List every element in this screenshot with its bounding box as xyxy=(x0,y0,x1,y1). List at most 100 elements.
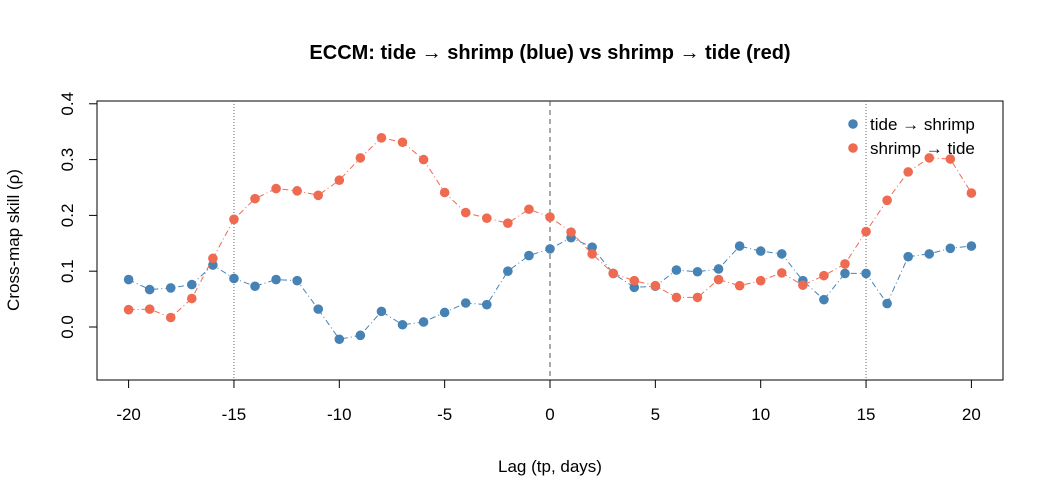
data-point xyxy=(861,268,871,279)
data-point xyxy=(755,275,766,286)
data-point xyxy=(481,213,492,223)
data-point xyxy=(545,212,555,222)
x-tick-label: -10 xyxy=(327,405,352,424)
data-point xyxy=(524,250,534,261)
data-point xyxy=(882,298,892,309)
data-point xyxy=(503,266,513,276)
data-point xyxy=(229,214,239,225)
data-point xyxy=(313,304,324,314)
data-point xyxy=(629,282,640,293)
data-point xyxy=(292,186,302,196)
data-point xyxy=(861,226,871,237)
data-point xyxy=(187,279,197,290)
legend-marker-1 xyxy=(848,143,858,153)
x-axis: -20 -15 -10 -5 0 5 10 15 20 xyxy=(116,379,981,424)
data-point xyxy=(566,227,576,237)
chart-title: ECCM: tide → shrimp (blue) vs shrimp → t… xyxy=(309,42,790,64)
y-tick-label: 0.3 xyxy=(58,148,77,172)
data-point xyxy=(650,280,661,291)
data-point xyxy=(376,133,387,143)
data-point xyxy=(144,304,155,314)
data-point xyxy=(713,264,724,274)
data-point xyxy=(418,154,429,165)
data-point xyxy=(460,207,471,218)
data-point xyxy=(376,306,387,317)
x-tick-label: 15 xyxy=(857,405,876,424)
data-point xyxy=(397,137,408,148)
data-point xyxy=(629,275,640,286)
series-layer xyxy=(123,133,977,345)
x-axis-label: Lag (tp, days) xyxy=(498,457,602,476)
legend: tide → shrimp shrimp → tide xyxy=(848,115,975,158)
data-point xyxy=(292,275,302,286)
data-point xyxy=(692,266,703,277)
data-point xyxy=(229,273,239,284)
data-point xyxy=(903,251,913,262)
data-point xyxy=(545,244,555,254)
data-point xyxy=(397,319,408,330)
x-tick-label: -5 xyxy=(437,405,452,424)
x-tick-label: 20 xyxy=(962,405,981,424)
data-point xyxy=(671,292,682,303)
data-point xyxy=(187,293,197,304)
x-tick-label: 5 xyxy=(651,405,660,424)
data-point xyxy=(819,294,829,305)
data-point xyxy=(460,298,471,308)
data-point xyxy=(123,274,134,285)
data-point xyxy=(945,243,956,254)
legend-label-1: shrimp → tide xyxy=(870,139,975,158)
data-point xyxy=(334,334,345,345)
data-point xyxy=(692,292,703,303)
data-point xyxy=(776,268,787,278)
data-point xyxy=(271,183,281,194)
data-point xyxy=(819,270,829,281)
data-point xyxy=(503,218,513,229)
data-point xyxy=(840,268,850,279)
data-point xyxy=(882,195,892,206)
data-point xyxy=(481,299,492,310)
legend-label-0: tide → shrimp xyxy=(870,115,975,134)
data-point xyxy=(924,153,935,163)
data-point xyxy=(418,317,429,327)
y-tick-label: 0.4 xyxy=(58,92,77,116)
data-point xyxy=(587,249,597,259)
y-tick-label: 0.1 xyxy=(58,259,77,283)
data-point xyxy=(734,280,745,291)
data-point xyxy=(123,304,134,315)
data-point xyxy=(755,246,766,256)
data-point xyxy=(144,284,155,295)
data-point xyxy=(250,193,260,204)
data-point xyxy=(355,330,366,341)
data-point xyxy=(439,187,450,198)
x-tick-label: -20 xyxy=(116,405,141,424)
y-axis-label: Cross-map skill (ρ) xyxy=(4,169,23,311)
data-point xyxy=(524,204,534,215)
y-tick-label: 0.0 xyxy=(58,315,77,339)
data-point xyxy=(966,188,977,198)
data-point xyxy=(903,167,913,177)
data-point xyxy=(208,253,218,264)
reference-lines xyxy=(233,101,867,380)
data-point xyxy=(208,260,218,270)
x-tick-label: 10 xyxy=(751,405,770,424)
y-axis: 0.0 0.1 0.2 0.3 0.4 xyxy=(58,92,98,339)
data-point xyxy=(924,249,935,259)
data-point xyxy=(439,307,450,318)
data-point xyxy=(966,241,977,251)
data-point xyxy=(713,274,724,285)
data-point xyxy=(313,190,324,201)
data-point xyxy=(355,153,366,163)
legend-marker-0 xyxy=(848,119,858,129)
y-tick-label: 0.2 xyxy=(58,204,77,228)
data-point xyxy=(671,265,682,275)
data-point xyxy=(608,268,619,279)
data-point xyxy=(587,242,597,252)
x-tick-label: 0 xyxy=(545,405,554,424)
data-point xyxy=(840,259,850,269)
data-point xyxy=(271,274,281,285)
data-point xyxy=(776,249,787,259)
data-point xyxy=(734,241,745,251)
data-point xyxy=(334,175,345,186)
x-tick-label: -15 xyxy=(222,405,247,424)
